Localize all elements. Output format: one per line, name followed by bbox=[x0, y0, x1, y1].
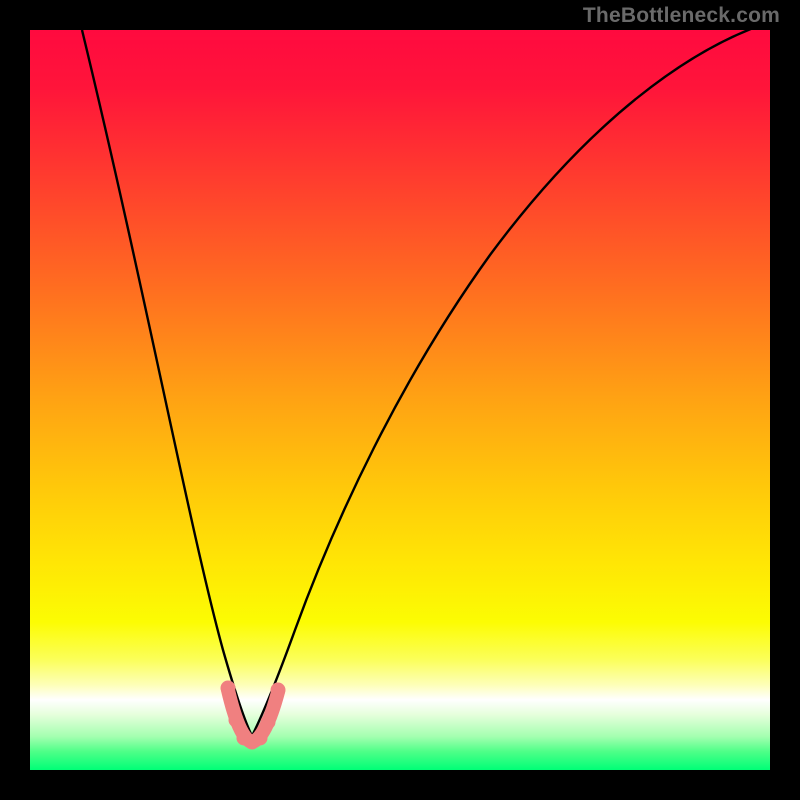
watermark-text: TheBottleneck.com bbox=[583, 4, 780, 28]
chart-frame: TheBottleneck.com bbox=[0, 0, 800, 800]
valley-dot bbox=[221, 681, 236, 696]
bottleneck-curve bbox=[82, 30, 770, 736]
valley-dot bbox=[271, 683, 286, 698]
valley-dot bbox=[229, 713, 244, 728]
valley-dot bbox=[253, 731, 268, 746]
plot-area bbox=[30, 30, 770, 770]
valley-dot bbox=[261, 715, 276, 730]
curve-layer bbox=[30, 30, 770, 770]
